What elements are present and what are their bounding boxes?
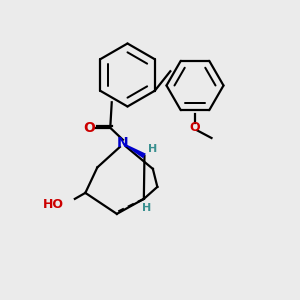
Text: O: O — [190, 121, 200, 134]
Text: N: N — [117, 136, 129, 150]
Text: H: H — [148, 144, 158, 154]
Text: HO: HO — [43, 198, 64, 212]
Text: O: O — [83, 121, 95, 135]
Text: H: H — [142, 203, 151, 214]
Polygon shape — [123, 143, 146, 158]
